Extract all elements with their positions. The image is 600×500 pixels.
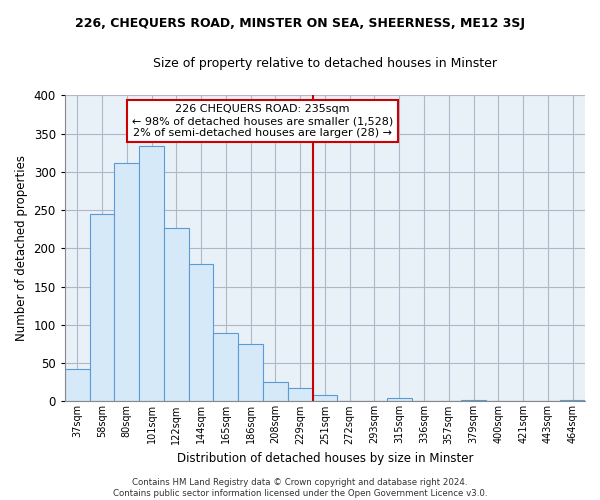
- Bar: [89, 214, 115, 402]
- Bar: [313, 394, 337, 402]
- Bar: [461, 400, 486, 402]
- Bar: [139, 146, 164, 402]
- Text: 226 CHEQUERS ROAD: 235sqm
← 98% of detached houses are smaller (1,528)
2% of sem: 226 CHEQUERS ROAD: 235sqm ← 98% of detac…: [132, 104, 393, 138]
- Bar: [387, 398, 412, 402]
- X-axis label: Distribution of detached houses by size in Minster: Distribution of detached houses by size …: [176, 452, 473, 465]
- Bar: [65, 369, 89, 402]
- Bar: [560, 400, 585, 402]
- Title: Size of property relative to detached houses in Minster: Size of property relative to detached ho…: [153, 58, 497, 70]
- Bar: [164, 228, 188, 402]
- Text: 226, CHEQUERS ROAD, MINSTER ON SEA, SHEERNESS, ME12 3SJ: 226, CHEQUERS ROAD, MINSTER ON SEA, SHEE…: [75, 18, 525, 30]
- Bar: [188, 264, 214, 402]
- Y-axis label: Number of detached properties: Number of detached properties: [15, 156, 28, 342]
- Bar: [115, 162, 139, 402]
- Bar: [238, 344, 263, 402]
- Bar: [263, 382, 288, 402]
- Text: Contains HM Land Registry data © Crown copyright and database right 2024.
Contai: Contains HM Land Registry data © Crown c…: [113, 478, 487, 498]
- Bar: [214, 332, 238, 402]
- Bar: [288, 388, 313, 402]
